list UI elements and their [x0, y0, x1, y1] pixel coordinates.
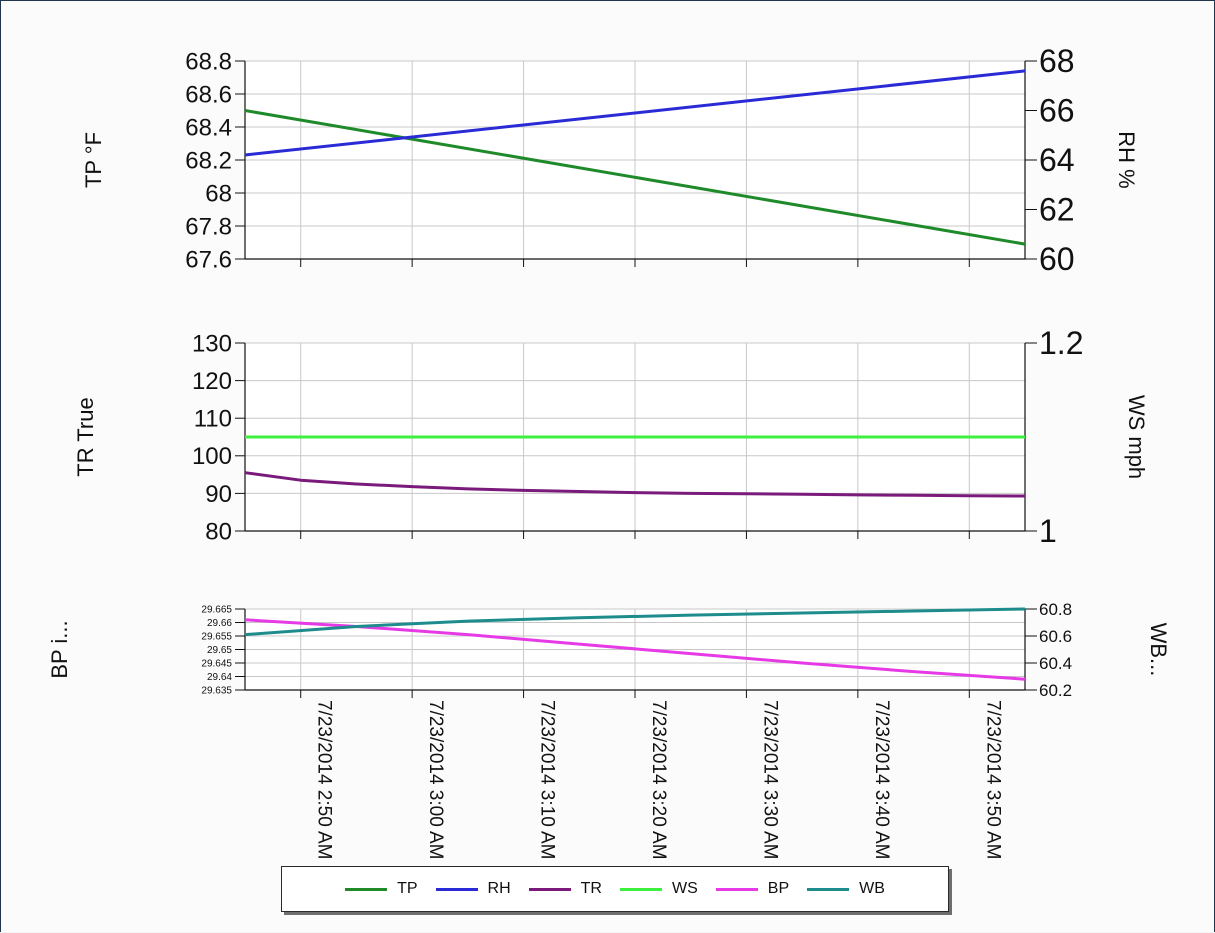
left-tick-label: 67.6 — [185, 246, 232, 273]
legend-swatch — [345, 887, 388, 891]
left-axis-title: BP i... — [47, 620, 72, 678]
series-line-wb — [244, 607, 1026, 637]
right-tick-label: 60.4 — [1039, 654, 1072, 673]
right-tick-label: 60 — [1039, 241, 1075, 277]
series-line-rh — [244, 69, 1026, 157]
left-axis-title: TP °F — [81, 132, 106, 188]
legend-swatch — [528, 887, 571, 891]
x-tick-label: 7/23/2014 2:50 AM — [314, 700, 335, 860]
legend-label: BP — [767, 880, 790, 897]
right-tick-label: 66 — [1039, 93, 1075, 129]
left-tick-label: 120 — [192, 368, 232, 395]
chart-panel-1: 67.6 67.8 68 68.2 68.4 68.6 68.8 60 62 64 66 68 TP °… — [81, 43, 1139, 277]
legend-label: WS — [671, 880, 698, 897]
right-axis-title: WS mph — [1124, 395, 1149, 479]
series-line-tp — [244, 109, 1026, 246]
right-tick-label: 1 — [1039, 513, 1057, 549]
chart-panel-3: 29.635 29.64 29.645 29.65 29.655 29.66 29.665 6… — [47, 600, 1171, 700]
left-axis-title: TR True — [73, 397, 98, 476]
x-tick-label: 7/23/2014 3:20 AM — [648, 700, 669, 860]
legend-item-bp: BP — [715, 880, 790, 898]
legend-swatch — [807, 887, 850, 891]
chart-panel-2: 80 90 100 110 120 130 1 1.2 TR True WS mph — [73, 325, 1149, 549]
x-tick-label: 7/23/2014 3:40 AM — [871, 700, 892, 860]
left-tick-label: 68 — [205, 180, 232, 207]
legend-swatch — [715, 887, 758, 891]
legend-label: WB — [859, 880, 885, 897]
series-line-tr — [244, 471, 1026, 498]
legend-item-rh: RH — [435, 880, 511, 898]
left-tick-label: 68.2 — [185, 147, 232, 174]
x-tick-label: 7/23/2014 3:00 AM — [425, 700, 446, 860]
x-tick-label: 7/23/2014 3:50 AM — [982, 700, 1003, 860]
legend-label: TP — [397, 880, 418, 897]
left-tick-label: 90 — [205, 481, 232, 508]
legend-label: RH — [487, 880, 511, 897]
left-tick-label: 29.635 — [201, 686, 232, 697]
legend-item-wb: WB — [807, 880, 885, 898]
legend-item-tp: TP — [345, 880, 418, 898]
right-axis-title: WB... — [1146, 623, 1171, 677]
right-tick-label: 62 — [1039, 192, 1075, 228]
left-tick-label: 29.665 — [201, 605, 232, 616]
left-tick-label: 130 — [192, 330, 232, 357]
x-tick-label: 7/23/2014 3:10 AM — [537, 700, 558, 860]
legend-swatch — [619, 887, 662, 891]
legend: TP RH TR WS BP WB — [281, 866, 949, 912]
right-tick-label: 64 — [1039, 142, 1075, 178]
left-tick-label: 29.655 — [201, 632, 232, 643]
legend-item-tr: TR — [528, 880, 602, 898]
legend-label: TR — [580, 880, 602, 897]
right-tick-label: 1.2 — [1039, 325, 1083, 361]
left-tick-label: 67.8 — [185, 213, 232, 240]
right-axis-title: RH % — [1114, 131, 1139, 188]
left-tick-label: 68.6 — [185, 81, 232, 108]
left-tick-label: 29.645 — [201, 659, 232, 670]
left-tick-label: 29.66 — [207, 618, 232, 629]
right-tick-label: 60.2 — [1039, 681, 1072, 700]
left-tick-label: 68.4 — [185, 114, 232, 141]
right-tick-label: 68 — [1039, 43, 1075, 79]
right-tick-label: 60.8 — [1039, 600, 1072, 619]
left-tick-label: 29.65 — [207, 645, 232, 656]
left-tick-label: 110 — [194, 406, 232, 433]
left-tick-label: 29.64 — [207, 672, 232, 683]
right-tick-label: 60.6 — [1039, 627, 1072, 646]
legend-item-ws: WS — [619, 880, 698, 898]
series-line-bp — [244, 618, 1026, 681]
left-tick-label: 68.8 — [185, 48, 232, 75]
left-tick-label: 80 — [205, 518, 232, 545]
legend-swatch — [435, 887, 478, 891]
left-tick-label: 100 — [192, 443, 232, 470]
x-tick-label: 7/23/2014 3:30 AM — [759, 700, 780, 860]
